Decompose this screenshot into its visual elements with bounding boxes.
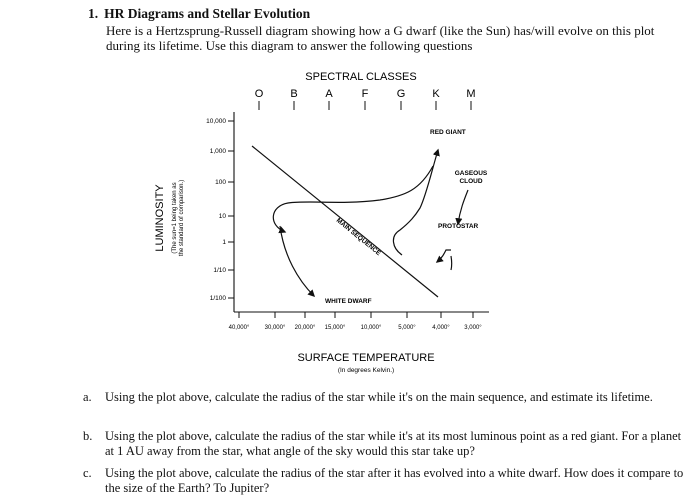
protostar-drop-line: [450, 255, 453, 271]
x-tick-label: 15,000°: [325, 325, 346, 331]
hr-diagram: SPECTRAL CLASSES O B A F G K M 10,000 1,…: [154, 71, 489, 374]
cloud-to-protostar-arrow: [455, 189, 469, 226]
gaseous-cloud-label-line2: CLOUD: [459, 178, 482, 185]
main-sequence-to-red-giant-arrow: [392, 148, 440, 256]
question-text: Using the plot above, calculate the radi…: [105, 466, 684, 495]
main-sequence-line: [251, 145, 439, 298]
question-text: Using the plot above, calculate the radi…: [105, 390, 653, 404]
spectral-class-f: F: [362, 88, 369, 100]
spectral-class-b: B: [290, 88, 297, 100]
y-tick-label: 1: [222, 239, 226, 246]
protostar-label: PROTOSTAR: [438, 223, 479, 230]
spectral-class-o: O: [255, 88, 264, 100]
x-tick-label: 10,000°: [361, 325, 382, 331]
problem-intro: Here is a Hertzsprung-Russell diagram sh…: [106, 23, 655, 53]
main-sequence-label: MAIN SEQUENCE: [335, 217, 383, 257]
y-tick-label: 1/100: [210, 295, 227, 302]
white-dwarf-label: WHITE DWARF: [325, 298, 372, 305]
y-tick-label: 10,000: [206, 118, 226, 125]
spectral-classes-title: SPECTRAL CLASSES: [305, 71, 416, 83]
spectral-class-a: A: [325, 88, 333, 100]
problem-title: HR Diagrams and Stellar Evolution: [104, 6, 311, 21]
y-tick-label: 10: [219, 213, 227, 220]
y-tick-label: 100: [215, 179, 226, 186]
gaseous-cloud-label-line1: GASEOUS: [455, 170, 488, 177]
x-tick-label: 4,000°: [432, 325, 450, 331]
red-giant-label: RED GIANT: [430, 129, 466, 136]
y-axis-subtitle-line2: the standard of comparison.): [179, 180, 185, 256]
question-letter: b.: [83, 429, 93, 443]
track-to-white-dwarf-arrow: [279, 225, 316, 298]
question-letter: c.: [83, 466, 92, 480]
spectral-class-g: G: [397, 88, 406, 100]
question-text: Using the plot above, calculate the radi…: [105, 429, 682, 458]
spectral-class-k: K: [432, 88, 440, 100]
x-tick-label: 40,000°: [229, 325, 250, 331]
y-tick-label: 1/10: [213, 267, 226, 274]
x-axis-subtitle: (In degrees Kelvin.): [338, 367, 394, 374]
spectral-class-m: M: [466, 88, 475, 100]
question-letter: a.: [83, 390, 92, 404]
x-tick-label: 30,000°: [265, 325, 286, 331]
x-tick-label: 20,000°: [295, 325, 316, 331]
y-axis-title: LUMINOSITY: [154, 184, 166, 252]
problem-number: 1.: [88, 6, 99, 21]
y-tick-label: 1,000: [210, 148, 227, 155]
y-axis-subtitle-line1: (The sun=1 being taken as: [172, 182, 178, 253]
protostar-to-main-sequence-arrow: [435, 249, 451, 263]
x-tick-label: 5,000°: [398, 325, 416, 331]
problem-heading: 1. HR Diagrams and Stellar Evolution: [88, 6, 688, 22]
red-giant-to-left-track: [272, 165, 434, 234]
x-tick-label: 3,000°: [464, 325, 482, 331]
x-axis-title: SURFACE TEMPERATURE: [297, 352, 434, 364]
